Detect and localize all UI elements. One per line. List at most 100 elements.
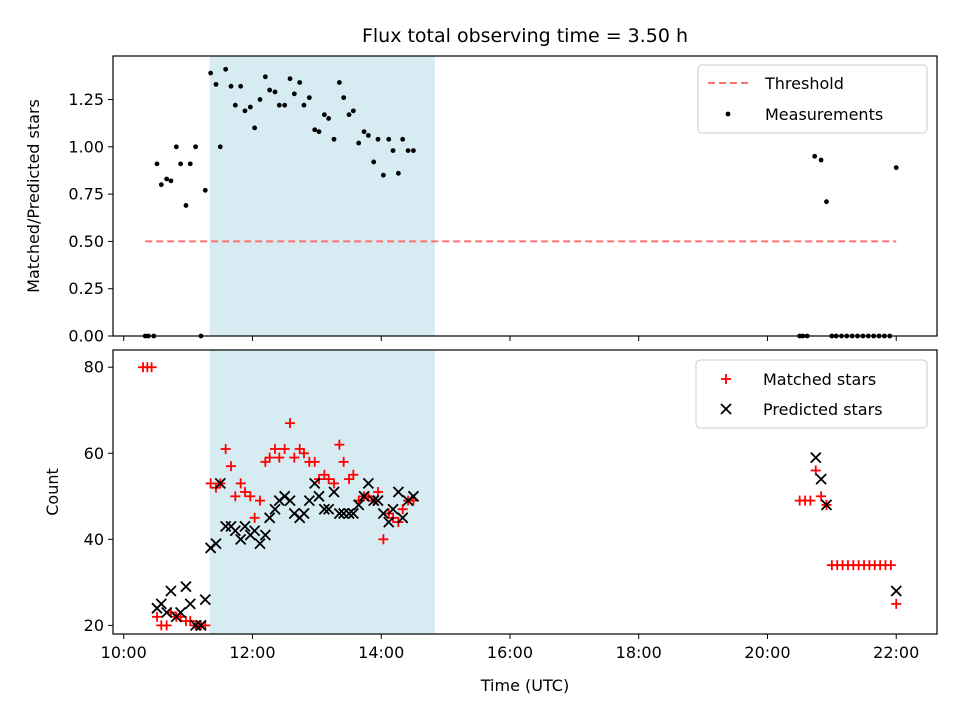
predicted-star-point: [318, 503, 331, 515]
measurement-point: [178, 161, 183, 167]
bottom-y-tick-label: 80: [84, 358, 104, 377]
measurement-point: [187, 161, 193, 167]
predicted-star-point: [810, 451, 822, 464]
predicted-star-point: [214, 477, 226, 490]
predicted-star-point: [180, 581, 192, 593]
predicted-star-point: [210, 537, 222, 550]
predicted-star-point: [235, 533, 247, 545]
predicted-star-point-b: [810, 451, 822, 464]
predicted-star-point-b: [313, 490, 325, 502]
bottom-axes-frame: [112, 349, 938, 635]
predicted-star-point: [254, 537, 266, 550]
predicted-star-point: [397, 512, 409, 524]
matched-star-point: [344, 474, 355, 485]
bottom-y-ticks: 20 40 60 80: [84, 358, 113, 635]
measurement-point: [183, 203, 189, 208]
chart-title: Flux total observing time = 3.50 h: [362, 25, 688, 47]
bottom-x-axis-label: Time (UTC): [480, 676, 569, 695]
predicted-star-point-b: [358, 490, 370, 502]
predicted-star-point-b: [180, 581, 192, 593]
measurement-point: [282, 102, 288, 108]
predicted-star-point-b: [362, 477, 374, 490]
measurement-point: [386, 136, 392, 142]
measurement-point: [350, 108, 356, 114]
matched-star-point: [230, 491, 241, 502]
matched-star-point: [309, 456, 320, 467]
measurement-point: [341, 95, 347, 101]
bottom-x-tick-label: 22:00: [873, 643, 919, 662]
predicted-star-point: [323, 503, 335, 515]
bottom-legend: Matched stars Predicted stars: [695, 359, 928, 429]
measurement-point: [390, 148, 396, 153]
predicted-star-point: [239, 520, 251, 533]
predicted-star-point-b: [387, 503, 399, 515]
predicted-star-point-b: [338, 507, 350, 520]
matched-star-point: [260, 456, 271, 467]
matched-star-point: [298, 448, 309, 459]
measurement-point: [213, 81, 219, 87]
predicted-star-point-b: [184, 598, 196, 610]
measurement-point: [331, 136, 337, 142]
predicted-star-point: [155, 598, 167, 610]
bottom-x-tick-label: 16:00: [487, 643, 533, 662]
measurement-point: [217, 144, 223, 150]
top-y-ticks: 0.00 0.25 0.50 0.75 1.00 1.25: [68, 90, 113, 346]
measurement-point: [168, 178, 174, 184]
predicted-star-point-b: [254, 537, 266, 550]
predicted-star-point-b: [377, 507, 390, 520]
bottom-y-tick-label: 20: [84, 616, 104, 635]
measurement-point: [824, 199, 829, 205]
predicted-star-point: [362, 477, 374, 490]
measurement-point: [173, 144, 179, 150]
predicted-star-point: [353, 499, 365, 511]
measurement-point: [223, 66, 229, 72]
bottom-x-ticks: 10:00 12:00 14:00 16:00 18:00 20:00 22:00: [101, 634, 919, 662]
top-y-tick-label: 1.25: [68, 90, 104, 109]
measurement-point: [208, 70, 214, 76]
measurement-point: [411, 148, 416, 153]
predicted-star-point-b: [820, 499, 833, 511]
top-measurements-layer: [142, 66, 899, 339]
predicted-star-point: [189, 619, 202, 632]
predicted-star-point: [387, 503, 399, 515]
predicted-star-point-b: [407, 490, 420, 502]
bottom-x-tick-label: 14:00: [358, 643, 404, 662]
predicted-star-point-b: [298, 507, 310, 520]
top-panel: 0.00 0.25 0.50 0.75 1.00 1.25 Flux total obse…: [24, 25, 938, 346]
predicted-star-point-b: [890, 585, 902, 597]
measurement-point: [356, 140, 362, 146]
top-y-tick-label: 0.50: [68, 232, 104, 251]
predicted-star-point-b: [333, 507, 346, 520]
measurement-point: [158, 182, 164, 188]
matched-star-point: [319, 469, 330, 480]
predicted-star-point-b: [189, 619, 202, 632]
predicted-star-point: [383, 516, 395, 528]
legend-box: [695, 359, 928, 429]
matched-star-point: [254, 495, 265, 506]
matched-star-point: [151, 611, 162, 622]
matched-star-point: [348, 469, 359, 480]
matched-star-point: [816, 491, 827, 502]
predicted-star-point-b: [318, 503, 331, 515]
predicted-star-point-b: [229, 525, 241, 537]
predicted-star-point-b: [372, 494, 384, 507]
matched-star-point: [245, 491, 256, 502]
measurement-point: [228, 83, 234, 89]
predicted-star-point: [161, 606, 173, 619]
predicted-star-point-b: [347, 507, 359, 520]
legend-predicted-label: Predicted stars: [763, 400, 883, 419]
predicted-star-point: [165, 585, 177, 597]
top-y-axis-label: Matched/Predicted stars: [24, 99, 43, 293]
predicted-star-point-b: [210, 537, 222, 550]
matched-star-point: [249, 512, 260, 523]
matched-star-point: [285, 418, 296, 429]
measurement-point: [262, 74, 268, 80]
predicted-star-point: [264, 512, 276, 524]
measurement-point: [346, 112, 352, 118]
predicted-star-point: [298, 507, 310, 520]
top-y-tick-label: 0.25: [68, 279, 104, 298]
predicted-star-point-b: [309, 477, 321, 490]
matched-star-point: [397, 504, 408, 515]
predicted-star-point: [220, 520, 232, 533]
measurement-point: [380, 172, 386, 178]
